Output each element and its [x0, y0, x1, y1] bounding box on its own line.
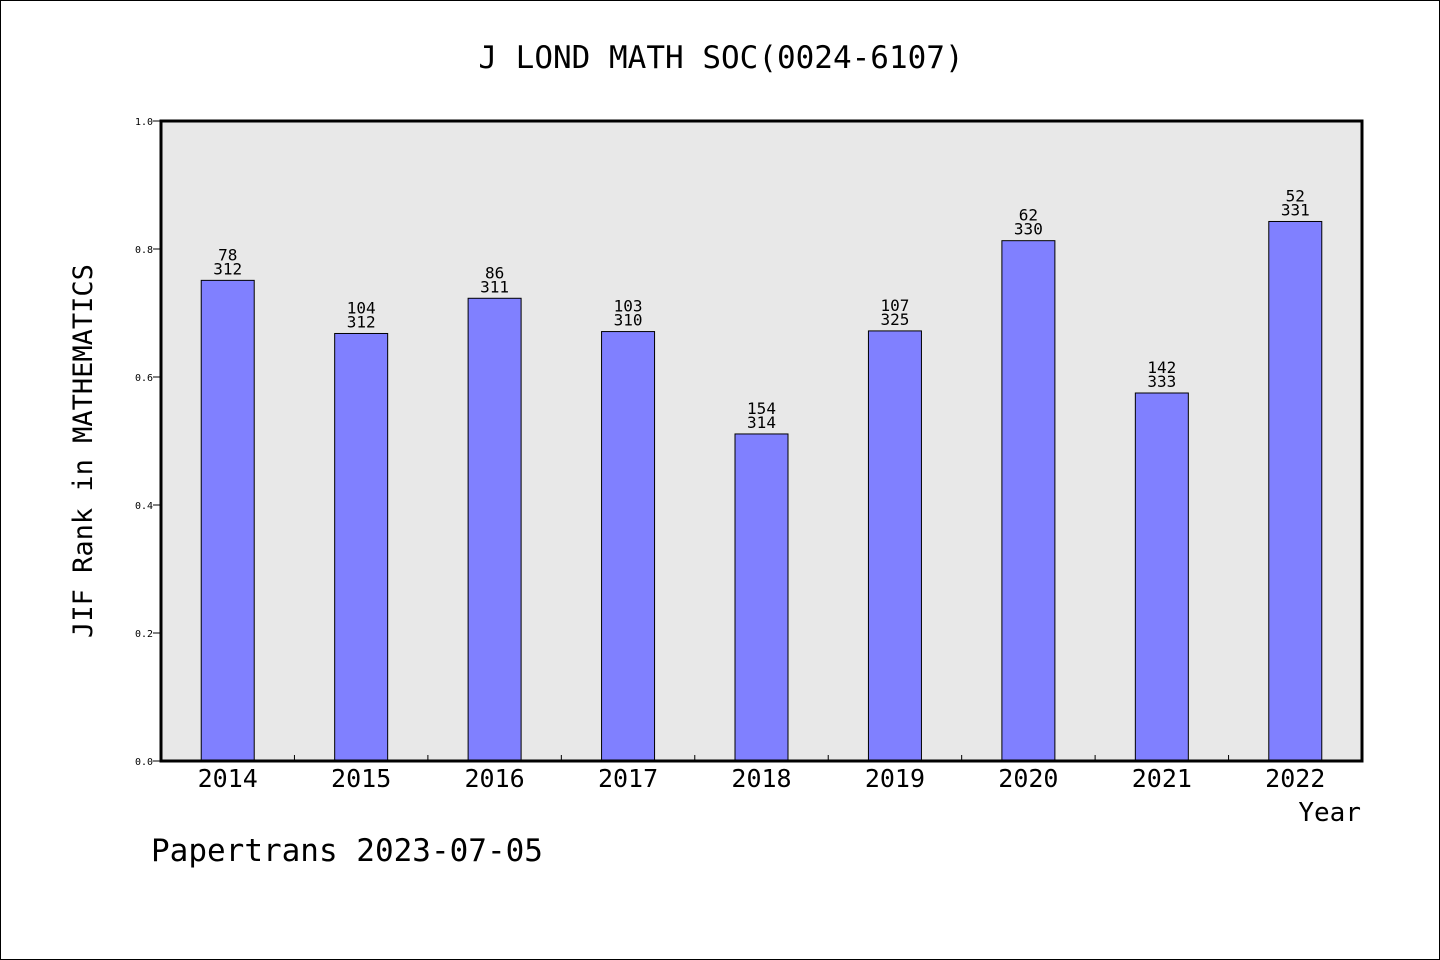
y-tick-label: 0.4	[135, 501, 153, 512]
bar-2017	[601, 331, 656, 762]
bar-2019	[867, 330, 922, 762]
x-tick-label: 2021	[1132, 764, 1192, 793]
bar-rank-label: 103	[614, 297, 643, 316]
bar-rank-label: 104	[347, 298, 376, 317]
bar-2018	[734, 433, 789, 762]
bar-2016	[467, 297, 522, 762]
footer-source-date: Papertrans 2023-07-05	[151, 833, 543, 869]
y-tick-label: 1.0	[135, 117, 153, 128]
x-axis-label: Year	[1298, 798, 1361, 828]
bar-total-label: 314	[747, 413, 776, 432]
bar-total-label: 312	[213, 259, 242, 278]
y-tick-label: 0.2	[135, 629, 153, 640]
bar-rank-label: 107	[880, 296, 909, 315]
chart-title: J LOND MATH SOC(0024-6107)	[478, 40, 963, 76]
x-tick-label: 2016	[465, 764, 525, 793]
bar-rank-label: 62	[1019, 206, 1038, 225]
bar-total-label: 311	[480, 277, 509, 296]
x-tick-label: 2020	[998, 764, 1058, 793]
bar-2014	[200, 279, 255, 762]
bar-rank-label: 78	[218, 245, 237, 264]
plot-frame	[159, 119, 1364, 763]
x-tick-label: 2018	[731, 764, 791, 793]
x-tick-label: 2019	[865, 764, 925, 793]
bar-rank-label: 142	[1147, 358, 1176, 377]
x-tick-label: 2014	[198, 764, 258, 793]
y-axis-label: JIF Rank in MATHEMATICS	[68, 264, 99, 638]
bar-2020	[1001, 240, 1056, 762]
bars: 7831220141043122015863112016103310201715…	[198, 186, 1326, 793]
bar-total-label: 310	[614, 311, 643, 330]
y-tick-label: 0.8	[135, 245, 153, 256]
bar-total-label: 325	[880, 310, 909, 329]
bar-2021	[1134, 392, 1189, 762]
bar-total-label: 333	[1147, 372, 1176, 391]
x-tick-label: 2022	[1265, 764, 1325, 793]
bar-2022	[1268, 220, 1323, 762]
bar-rank-label: 52	[1286, 186, 1305, 205]
bar-2015	[334, 332, 389, 762]
bar-total-label: 330	[1014, 220, 1043, 239]
bar-total-label: 312	[347, 312, 376, 331]
y-tick-label: 0.6	[135, 373, 153, 384]
bar-rank-label: 154	[747, 399, 776, 418]
bar-rank-label: 86	[485, 263, 504, 282]
x-tick-label: 2017	[598, 764, 658, 793]
x-tick-label: 2015	[331, 764, 391, 793]
y-tick-label: 0.0	[135, 757, 153, 768]
bar-total-label: 331	[1281, 200, 1310, 219]
